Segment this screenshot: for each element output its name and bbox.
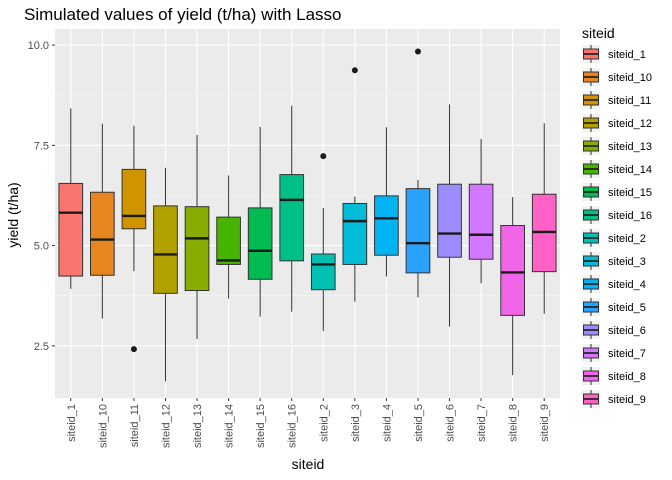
legend-item-siteid_11: siteid_11 — [582, 91, 651, 109]
legend-item-siteid_10: siteid_10 — [582, 68, 652, 86]
box-siteid_3 — [342, 67, 368, 302]
box-iqr — [342, 202, 368, 265]
box-iqr — [90, 191, 115, 276]
legend-label: siteid_16 — [608, 210, 652, 222]
box-iqr — [374, 195, 399, 256]
legend-item-siteid_6: siteid_6 — [582, 321, 646, 339]
box-iqr — [500, 225, 525, 316]
legend-item-siteid_8: siteid_8 — [582, 367, 646, 385]
legend-item-siteid_14: siteid_14 — [582, 160, 652, 178]
y-tick-label: 5.0 — [34, 241, 49, 253]
y-tick-label: 2.5 — [34, 341, 49, 353]
x-tick-label: siteid_7 — [476, 404, 488, 442]
outlier-point — [351, 67, 358, 74]
x-tick-label: siteid_16 — [287, 404, 299, 448]
box-iqr — [279, 174, 305, 262]
x-tick-label: siteid_5 — [413, 404, 425, 442]
x-tick-label: siteid_15 — [255, 404, 267, 448]
legend-item-siteid_1: siteid_1 — [582, 45, 646, 63]
x-tick-label: siteid_14 — [224, 404, 236, 448]
outlier-point — [130, 346, 137, 353]
x-tick-label: siteid_10 — [97, 404, 109, 448]
legend-items: siteid_1 siteid_10 siteid_11 siteid_12sitei… — [582, 45, 652, 408]
x-axis: siteid_1 siteid_10 siteid_11 siteid_12 sitei… — [66, 398, 551, 448]
legend-label: siteid_5 — [608, 302, 646, 314]
chart-title: Simulated values of yield (t/ha) with La… — [24, 5, 342, 24]
legend-label: siteid_8 — [608, 371, 646, 383]
box-siteid_16 — [279, 105, 305, 312]
legend-label: siteid_14 — [608, 164, 652, 176]
legend-item-siteid_12: siteid_12 — [582, 114, 652, 132]
x-axis-title: siteid — [292, 456, 325, 472]
box-siteid_15 — [247, 126, 273, 317]
x-tick-label: siteid_8 — [508, 404, 520, 442]
box-iqr — [437, 183, 462, 258]
box-iqr — [247, 207, 273, 280]
legend-item-siteid_9: siteid_9 — [582, 390, 646, 408]
box-iqr — [468, 183, 494, 260]
x-tick-label: siteid_4 — [381, 404, 393, 442]
x-tick-label: siteid_6 — [445, 404, 457, 442]
legend-label: siteid_2 — [608, 233, 646, 245]
legend-label: siteid_6 — [608, 325, 646, 337]
legend-label: siteid_15 — [608, 187, 652, 199]
y-axis-title: yield (t/ha) — [5, 182, 21, 247]
box-iqr — [121, 168, 147, 230]
box-siteid_11 — [121, 125, 147, 353]
x-tick-label: siteid_11 — [129, 404, 141, 447]
box-siteid_5 — [405, 48, 431, 298]
legend-item-siteid_3: siteid_3 — [582, 252, 646, 270]
legend-item-siteid_13: siteid_13 — [582, 137, 652, 155]
legend-item-siteid_5: siteid_5 — [582, 298, 646, 316]
legend-label: siteid_9 — [608, 394, 646, 406]
box-siteid_4 — [374, 127, 399, 277]
x-tick-label: siteid_9 — [539, 404, 551, 442]
box-siteid_2 — [310, 153, 336, 332]
legend-item-siteid_15: siteid_15 — [582, 183, 652, 201]
box-siteid_14 — [216, 175, 241, 299]
box-iqr — [184, 206, 210, 292]
legend-label: siteid_10 — [608, 72, 652, 84]
legend-item-siteid_16: siteid_16 — [582, 206, 652, 224]
box-siteid_12 — [153, 167, 178, 382]
outlier-point — [320, 153, 327, 160]
box-iqr — [310, 253, 336, 291]
box-siteid_13 — [184, 134, 210, 340]
legend-label: siteid_13 — [608, 141, 652, 153]
y-tick-label: 10.0 — [28, 40, 49, 52]
y-axis: 2.5 5.0 7.5 10.0 — [28, 40, 55, 353]
y-tick-label: 7.5 — [34, 140, 49, 152]
box-iqr — [153, 205, 178, 294]
legend-label: siteid_1 — [608, 49, 646, 61]
box-series — [58, 48, 557, 382]
box-iqr — [216, 216, 241, 265]
x-tick-label: siteid_2 — [318, 404, 330, 442]
legend-title: siteid — [582, 25, 615, 41]
legend-item-siteid_2: siteid_2 — [582, 229, 646, 247]
box-iqr — [58, 182, 84, 277]
box-siteid_10 — [90, 123, 115, 319]
x-tick-label: siteid_12 — [160, 404, 172, 448]
outlier-point — [414, 48, 421, 55]
box-siteid_6 — [437, 104, 462, 327]
box-siteid_7 — [468, 138, 494, 284]
legend-label: siteid_7 — [608, 348, 646, 360]
legend-label: siteid_4 — [608, 279, 646, 291]
box-iqr — [405, 188, 431, 274]
legend-label: siteid_12 — [608, 118, 652, 130]
legend-label: siteid_11 — [608, 95, 651, 107]
box-siteid_8 — [500, 197, 525, 376]
box-siteid_9 — [531, 123, 557, 314]
legend: siteid siteid_1siteid_10siteid_11siteid_… — [582, 25, 652, 408]
legend-label: siteid_3 — [608, 256, 646, 268]
box-siteid_1 — [58, 108, 84, 289]
x-tick-label: siteid_13 — [192, 404, 204, 448]
x-tick-label: siteid_3 — [350, 404, 362, 442]
legend-item-siteid_4: siteid_4 — [582, 275, 646, 293]
x-tick-label: siteid_1 — [66, 404, 78, 442]
legend-item-siteid_7: siteid_7 — [582, 344, 646, 362]
